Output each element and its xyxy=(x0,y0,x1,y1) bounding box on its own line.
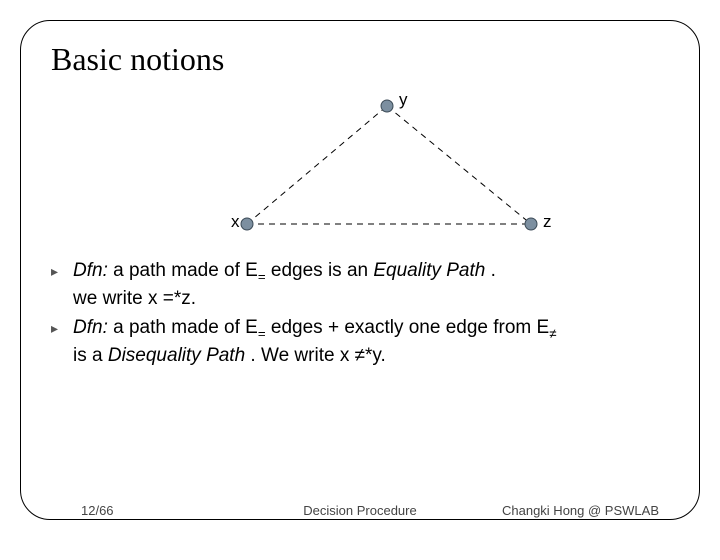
text-seg: . xyxy=(485,260,496,281)
node-label-x: x xyxy=(231,212,240,232)
node-label-z: z xyxy=(543,212,552,232)
dfn-label: Dfn: xyxy=(73,260,108,281)
dfn-label: Dfn: xyxy=(73,317,108,338)
subscript-neq: ≠ xyxy=(549,326,556,341)
diagram-svg xyxy=(51,84,671,254)
subscript-eq: = xyxy=(258,269,266,284)
term-disequality-path: Disequality Path xyxy=(108,345,245,366)
slide-title: Basic notions xyxy=(51,41,669,78)
bullet-marker: ▸ xyxy=(51,258,73,284)
diagram: y x z xyxy=(51,84,669,254)
text-seg: edges + exactly one edge from E xyxy=(266,317,550,338)
text-seg: . We write x ≠*y. xyxy=(245,345,386,366)
text-seg: a path made of E xyxy=(108,260,258,281)
bullet-list: ▸ Dfn: a path made of E= edges is an Equ… xyxy=(51,258,669,370)
bullet-item-2: ▸ Dfn: a path made of E= edges + exactly… xyxy=(51,315,669,370)
text-cont: we write x =*z. xyxy=(73,288,196,309)
text-seg: edges is an xyxy=(266,260,374,281)
term-equality-path: Equality Path xyxy=(373,260,485,281)
footer-right: Changki Hong @ PSWLAB xyxy=(502,503,659,518)
text-seg: a path made of E xyxy=(108,317,258,338)
subscript-eq: = xyxy=(258,326,266,341)
bullet-item-1: ▸ Dfn: a path made of E= edges is an Equ… xyxy=(51,258,669,313)
text-seg: is a xyxy=(73,345,108,366)
node-label-y: y xyxy=(399,90,408,110)
bullet-text-2: Dfn: a path made of E= edges + exactly o… xyxy=(73,315,669,370)
bullet-text-1: Dfn: a path made of E= edges is an Equal… xyxy=(73,258,669,313)
bullet-marker: ▸ xyxy=(51,315,73,341)
slide-frame: Basic notions y x z ▸ Dfn: a path made of … xyxy=(20,20,700,520)
